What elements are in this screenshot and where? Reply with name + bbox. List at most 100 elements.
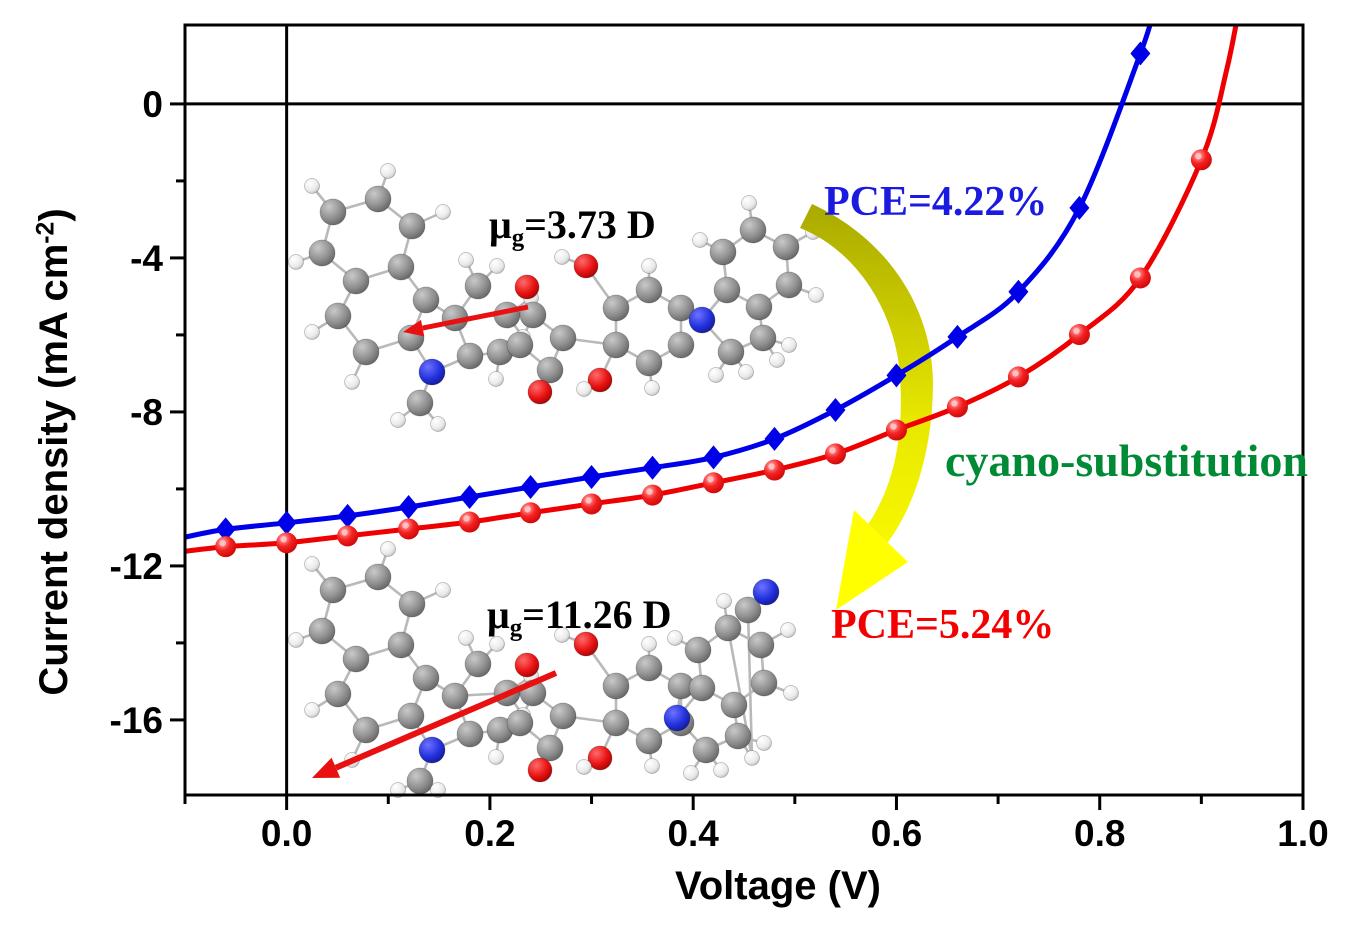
marker-diamond	[1008, 279, 1029, 304]
atom-C	[749, 324, 777, 352]
marker-highlight	[402, 522, 409, 529]
x-axis-title: Voltage (V)	[675, 866, 881, 906]
atom-C	[506, 331, 534, 359]
atom-N	[418, 736, 446, 764]
atom-H	[435, 582, 451, 598]
marker-diamond	[642, 455, 663, 480]
atom-H	[554, 627, 570, 643]
dipole-moment-bottom-label: μg=11.26 D	[487, 595, 672, 641]
atom-H	[488, 371, 504, 387]
atom-C	[536, 356, 564, 384]
atom-C	[684, 636, 712, 664]
marker-diamond	[886, 363, 907, 388]
atom-C	[308, 617, 336, 645]
markers-red	[215, 149, 1212, 558]
atom-H	[641, 258, 657, 274]
x-tick-label: 0.2	[464, 813, 515, 854]
atom-H	[716, 593, 732, 609]
atom-C	[364, 563, 392, 591]
atom-H	[644, 758, 660, 774]
marker-highlight	[1134, 271, 1141, 278]
atom-C	[456, 342, 484, 370]
mu-subscript-g: g	[509, 614, 523, 642]
molecule-top	[288, 163, 824, 432]
marker-circle	[642, 484, 664, 506]
atom-C	[635, 349, 663, 377]
marker-highlight	[585, 497, 592, 504]
atom-C	[412, 664, 440, 692]
atom-C	[342, 267, 370, 295]
y-axis-title: Current density (mA cm-2)	[32, 208, 76, 695]
atom-H	[756, 735, 772, 751]
atom-C	[720, 691, 748, 719]
atom-H	[738, 364, 754, 380]
x-tick-label: 0.0	[261, 813, 312, 854]
molecule-bottom	[288, 541, 799, 798]
atom-H	[489, 636, 505, 652]
marker-highlight	[280, 536, 287, 543]
atom-C	[352, 716, 380, 744]
marker-circle	[763, 459, 785, 481]
atom-H	[304, 556, 320, 572]
y-tick-label: -4	[130, 238, 163, 279]
marker-highlight	[768, 463, 775, 470]
marker-diamond	[459, 485, 480, 510]
marker-highlight	[219, 539, 226, 547]
atom-O	[573, 253, 599, 279]
atom-C	[772, 233, 800, 261]
mu-subscript-g: g	[511, 224, 525, 252]
atom-C	[398, 212, 426, 240]
atom-H	[380, 541, 396, 557]
y-tick-label: -16	[110, 700, 163, 741]
atom-H	[769, 352, 785, 368]
atom-H	[390, 412, 406, 428]
atom-O	[514, 652, 540, 678]
marker-diamond	[1130, 41, 1151, 66]
mu-symbol: μ	[489, 202, 512, 247]
atom-C	[750, 669, 778, 697]
atom-C	[667, 294, 695, 322]
arrow-shaft	[422, 304, 529, 331]
atom-C	[775, 271, 803, 299]
marker-circle	[1007, 366, 1029, 388]
atom-C	[464, 272, 492, 300]
arrowhead	[403, 319, 425, 337]
marker-circle	[276, 532, 298, 554]
atom-C	[441, 682, 469, 710]
x-tick-label: 1.0	[1277, 813, 1328, 854]
atom-H	[576, 381, 592, 397]
atom-C	[602, 709, 630, 737]
atom-H	[489, 258, 505, 274]
atom-O	[527, 757, 553, 783]
atom-C	[412, 286, 440, 314]
atom-H	[458, 630, 474, 646]
mu-bottom-value: =11.26 D	[522, 592, 672, 637]
atom-H	[783, 685, 799, 701]
atom-C	[352, 338, 380, 366]
marker-circle	[824, 443, 846, 465]
tick-labels: 0.0 0.2 0.4 0.6 0.8 1.0 0 -4 -8 -12 -16	[110, 84, 1329, 854]
marker-diamond	[1069, 195, 1090, 220]
atom-C	[714, 614, 742, 642]
atom-H	[458, 252, 474, 268]
atom-H	[708, 367, 724, 383]
atom-H	[808, 287, 824, 303]
atom-C	[692, 736, 720, 764]
atom-H	[641, 636, 657, 652]
atom-H	[744, 750, 760, 766]
marker-highlight	[463, 515, 470, 522]
dipole-arrow-top	[403, 304, 529, 337]
marker-diamond	[825, 398, 846, 422]
atom-C	[709, 238, 737, 266]
atom-C	[506, 709, 534, 737]
marker-diamond	[703, 445, 724, 470]
marker-highlight	[1012, 370, 1019, 377]
atom-C	[324, 680, 352, 708]
atom-C	[387, 631, 415, 659]
atom-C	[319, 198, 347, 226]
marker-circle	[398, 518, 420, 540]
atom-C	[464, 650, 492, 678]
cyano-transform-arrow	[800, 204, 933, 610]
atom-C	[635, 276, 663, 304]
